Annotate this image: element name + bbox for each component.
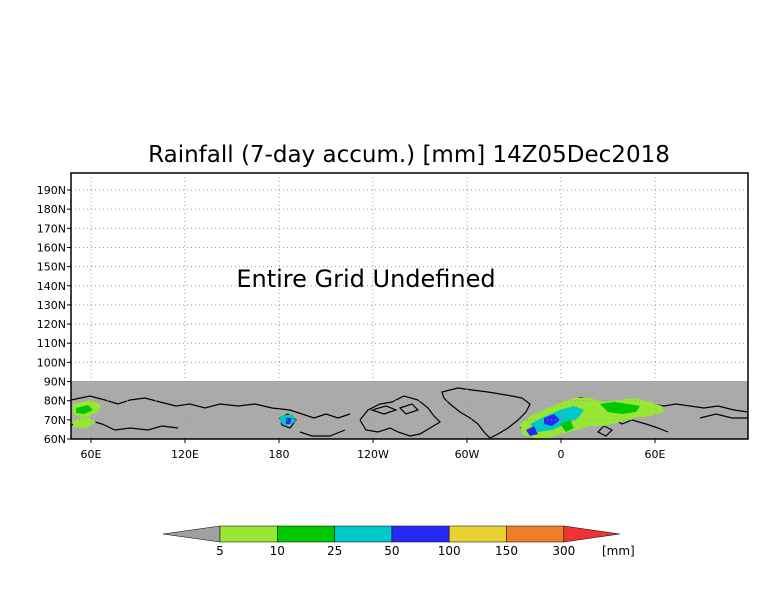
colorbar-label: 150: [495, 544, 518, 558]
lon-tick-label: 120W: [357, 448, 389, 461]
colorbar-swatch: [334, 525, 393, 543]
lat-tick-label: 180N: [37, 203, 66, 216]
plot-frame: [70, 172, 749, 440]
colorbar-swatch-above: [563, 525, 620, 543]
lat-tick-label: 70N: [44, 414, 66, 427]
lat-tick-label: 150N: [37, 261, 66, 274]
lon-tick-label: 180: [269, 448, 290, 461]
colorbar: 5 10 25 50 100 150 300: [162, 525, 620, 558]
lat-tick-label: 80N: [44, 395, 66, 408]
colorbar-swatch: [391, 525, 450, 543]
precipitation-patches: [73, 398, 664, 438]
lat-tick-label: 170N: [37, 222, 66, 235]
lat-tick-label: 60N: [44, 433, 66, 446]
lat-tick-label: 100N: [37, 356, 66, 369]
lon-tick-label: 120E: [171, 448, 199, 461]
colorbar-swatch: [219, 525, 278, 543]
lat-tick-label: 120N: [37, 318, 66, 331]
lat-tick-label: 130N: [37, 299, 66, 312]
lat-tick-label: 110N: [37, 337, 66, 350]
colorbar-unit: [mm]: [602, 544, 635, 558]
colorbar-label: 25: [327, 544, 342, 558]
longitude-tick-labels: 60E 120E 180 120W 60W 0 60E: [81, 439, 666, 461]
colorbar-swatch: [277, 525, 335, 543]
lon-tick-label: 60E: [645, 448, 666, 461]
undefined-grid-notice: Entire Grid Undefined: [236, 265, 495, 293]
colorbar-label: 5: [216, 544, 224, 558]
lat-tick-label: 90N: [44, 376, 66, 389]
colorbar-label: 10: [270, 544, 285, 558]
map-title: Rainfall (7-day accum.) [mm] 14Z05Dec201…: [148, 142, 670, 168]
lat-tick-label: 160N: [37, 241, 66, 254]
colorbar-swatch-below: [162, 525, 221, 543]
lat-tick-label: 190N: [37, 184, 66, 197]
colorbar-label: 100: [438, 544, 461, 558]
lon-tick-label: 0: [558, 448, 565, 461]
lon-tick-label: 60W: [455, 448, 480, 461]
gridlines: [71, 173, 748, 439]
colorbar-swatch: [448, 525, 507, 543]
colorbar-label: 50: [384, 544, 399, 558]
colorbar-label: 300: [552, 544, 575, 558]
lat-tick-label: 140N: [37, 280, 66, 293]
latitude-tick-labels: 190N 180N 170N 160N 150N 140N 130N 120N 110N 100N…: [37, 184, 71, 446]
colorbar-swatch: [506, 525, 565, 543]
lon-tick-label: 60E: [81, 448, 102, 461]
